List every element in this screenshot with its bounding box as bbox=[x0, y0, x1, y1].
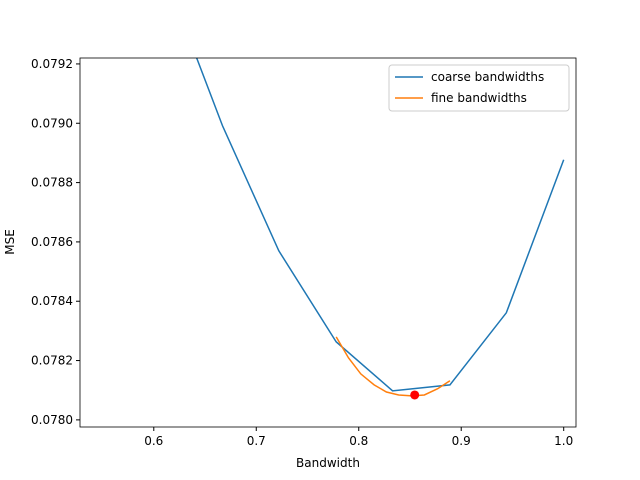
legend-box bbox=[388, 64, 570, 112]
x-axis-label: Bandwidth bbox=[296, 456, 360, 470]
y-tick-label: 0.0780 bbox=[31, 413, 73, 427]
x-tick-label: 0.8 bbox=[349, 434, 368, 448]
x-tick-label: 0.6 bbox=[144, 434, 163, 448]
legend-label: fine bandwidths bbox=[431, 91, 527, 105]
x-tick-label: 0.7 bbox=[247, 434, 266, 448]
line bbox=[195, 58, 565, 392]
legend-label: coarse bandwidths bbox=[431, 70, 544, 84]
y-axis-label: MSE bbox=[3, 229, 17, 255]
y-tick-label: 0.0788 bbox=[31, 176, 73, 190]
y-tick-label: 0.0784 bbox=[31, 294, 73, 308]
y-tick-label: 0.0786 bbox=[31, 235, 73, 249]
min-marker bbox=[410, 390, 420, 400]
line bbox=[335, 336, 451, 397]
y-tick-label: 0.0782 bbox=[31, 354, 73, 368]
x-tick-label: 0.9 bbox=[452, 434, 471, 448]
x-tick-label: 1.0 bbox=[554, 434, 573, 448]
y-tick-label: 0.0792 bbox=[31, 57, 73, 71]
y-tick-label: 0.0790 bbox=[31, 116, 73, 130]
plot-area bbox=[195, 58, 565, 400]
axes-frame bbox=[79, 57, 577, 428]
